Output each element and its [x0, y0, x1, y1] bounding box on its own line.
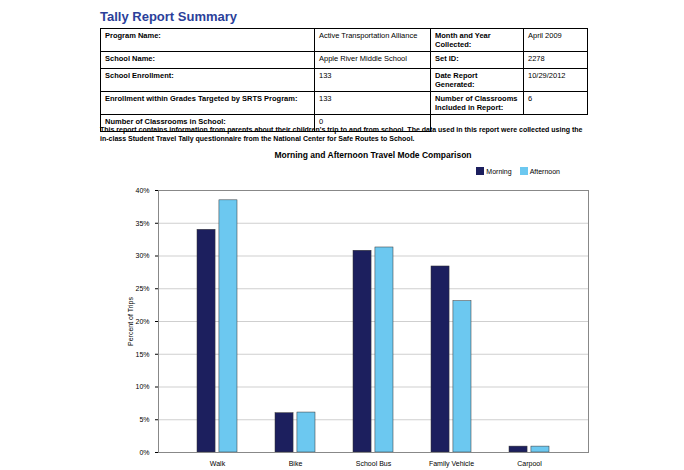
html-text:Number of Classrooms Included: Number of Classrooms Included in Report: [435, 94, 518, 112]
svg-text:Walk: Walk [210, 460, 226, 467]
html-text:Program Name:: Program Name: [105, 31, 161, 40]
svg-text:School Bus: School Bus [356, 460, 392, 467]
html-text:Active Transportation Alliance: Active Transportation Alliance [319, 31, 418, 40]
svg-text:0%: 0% [139, 449, 149, 456]
html-text:133: 133 [319, 94, 332, 103]
svg-text:Percent of Trips: Percent of Trips [127, 296, 135, 346]
html-text:April 2009: April 2009 [528, 31, 562, 40]
html-text:133: 133 [319, 71, 332, 80]
html-text:6: 6 [528, 94, 533, 103]
html-text:Morning: Morning [486, 167, 512, 175]
svg-text:40%: 40% [135, 187, 149, 194]
svg-text:5%: 5% [139, 416, 149, 423]
html-text:0: 0 [319, 117, 324, 126]
html-text:School Name:: School Name: [105, 54, 155, 63]
svg-text:Bike: Bike [289, 460, 303, 467]
html-text:Morning and Afternoon Travel M: Morning and Afternoon Travel Mode Compar… [274, 150, 472, 160]
html-text:Number of Classrooms in School: Number of Classrooms in School: [105, 117, 226, 126]
svg-text:25%: 25% [135, 285, 149, 292]
svg-text:20%: 20% [135, 318, 149, 325]
svg-text:35%: 35% [135, 219, 149, 226]
html-text:Enrollment within Grades Targe: Enrollment within Grades Targeted by SRT… [105, 94, 298, 103]
html-text:Month and Year Collected:: Month and Year Collected: [435, 31, 491, 49]
html-text:2278: 2278 [528, 54, 545, 63]
html-text:School Enrollment:: School Enrollment: [105, 71, 174, 80]
svg-text:Carpool: Carpool [517, 460, 542, 468]
html-text:10/29/2012: 10/29/2012 [528, 71, 566, 80]
svg-text:30%: 30% [135, 252, 149, 259]
svg-text:10%: 10% [135, 383, 149, 390]
html-text:Date Report Generated:: Date Report Generated: [435, 71, 478, 89]
html-text:Tally Report Summary: Tally Report Summary [100, 9, 237, 24]
html-text:Afternoon: Afternoon [529, 167, 560, 175]
svg-text:Family Vehicle: Family Vehicle [429, 460, 474, 468]
html-text:Apple River Middle School: Apple River Middle School [319, 54, 407, 63]
svg-text:15%: 15% [135, 350, 149, 357]
html-text:This report contains informati: This report contains information from pa… [100, 126, 583, 142]
html-text:Set ID:: Set ID: [435, 54, 459, 63]
